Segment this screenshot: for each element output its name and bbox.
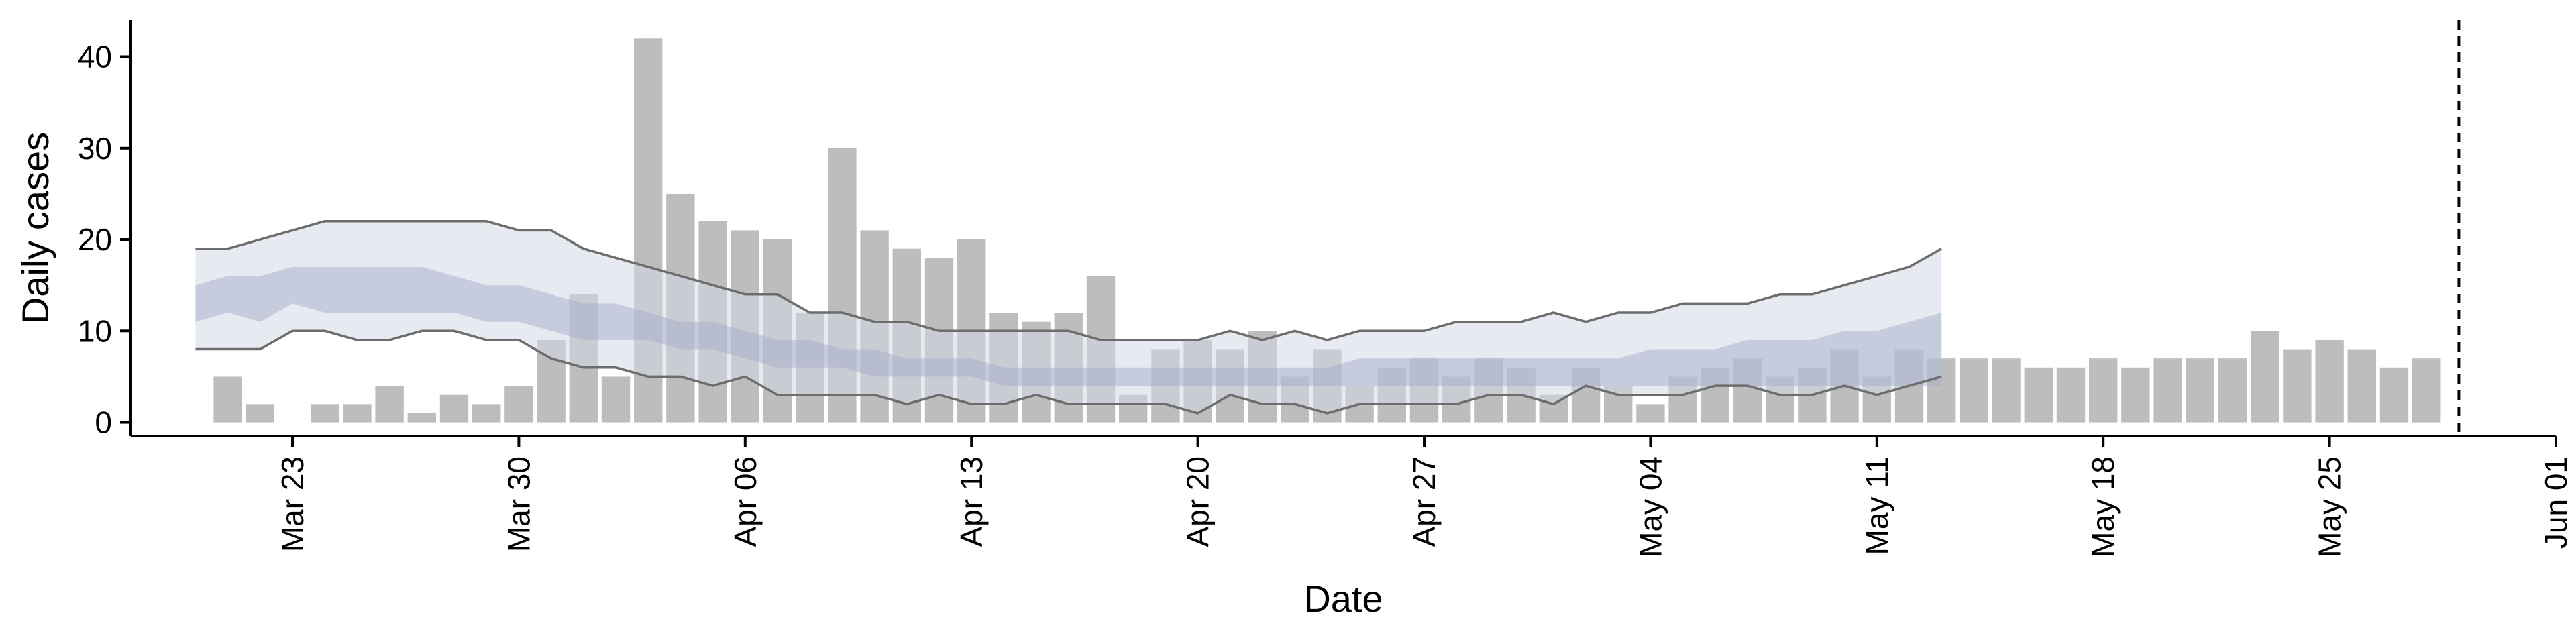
estimate-bands bbox=[195, 221, 1942, 413]
bar bbox=[1992, 358, 2021, 423]
x-tick-label: Apr 13 bbox=[954, 456, 989, 547]
x-axis-title: Date bbox=[1303, 578, 1383, 620]
y-tick-label: 10 bbox=[78, 313, 112, 348]
y-tick-label: 20 bbox=[78, 222, 112, 257]
bar bbox=[601, 376, 631, 423]
bar bbox=[310, 404, 339, 423]
y-tick-label: 40 bbox=[78, 40, 112, 74]
x-axis-ticks: Mar 23 Mar 30 Apr 06 Apr 13 Apr 20 Apr 27 May … bbox=[275, 436, 2573, 557]
bar bbox=[2412, 358, 2441, 423]
bar bbox=[2088, 358, 2118, 423]
bar bbox=[2250, 331, 2279, 423]
bar bbox=[2121, 367, 2150, 423]
bar bbox=[2347, 349, 2377, 423]
bar bbox=[407, 413, 437, 423]
bar bbox=[439, 394, 469, 423]
bar bbox=[1960, 358, 1988, 423]
bar bbox=[1636, 404, 1665, 423]
bar bbox=[375, 386, 404, 423]
x-tick-label: Apr 27 bbox=[1407, 456, 1442, 547]
estimate-bounds bbox=[195, 220, 1943, 415]
bar bbox=[2379, 367, 2409, 423]
lower-bound-line bbox=[195, 329, 1942, 415]
bar bbox=[504, 386, 533, 423]
bar bbox=[2218, 358, 2247, 423]
x-tick-label: Mar 23 bbox=[275, 456, 310, 552]
y-tick-label: 0 bbox=[95, 405, 112, 440]
x-tick-label: Apr 20 bbox=[1181, 456, 1216, 547]
inner-band bbox=[195, 266, 1942, 386]
upper-bound-line bbox=[195, 220, 1943, 341]
x-tick-label: Apr 06 bbox=[728, 456, 763, 547]
x-tick-label: May 11 bbox=[1860, 456, 1894, 555]
bar bbox=[472, 404, 501, 423]
bar bbox=[213, 376, 242, 423]
x-tick-label: May 25 bbox=[2312, 456, 2347, 557]
bar bbox=[2024, 367, 2053, 423]
y-axis-title: Daily cases bbox=[14, 132, 56, 324]
bar bbox=[2315, 339, 2344, 423]
y-axis-ticks: 0 10 20 30 40 bbox=[78, 40, 131, 440]
x-tick-label: May 04 bbox=[1633, 456, 1668, 557]
x-tick-label: Jun 01 bbox=[2538, 456, 2573, 549]
bar bbox=[343, 404, 372, 423]
bar bbox=[2153, 358, 2182, 423]
bar bbox=[246, 404, 275, 423]
x-tick-label: May 18 bbox=[2086, 456, 2121, 557]
bar bbox=[2056, 367, 2086, 423]
x-tick-label: Mar 30 bbox=[501, 456, 536, 552]
y-tick-label: 30 bbox=[78, 131, 112, 166]
bar bbox=[2283, 349, 2312, 423]
bar bbox=[2186, 358, 2215, 423]
